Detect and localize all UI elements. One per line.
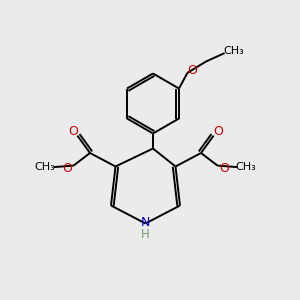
Text: O: O xyxy=(213,125,223,139)
Text: O: O xyxy=(219,161,229,175)
Text: H: H xyxy=(141,228,150,242)
Text: O: O xyxy=(62,161,72,175)
Text: O: O xyxy=(187,64,197,77)
Text: CH₃: CH₃ xyxy=(224,46,244,56)
Text: O: O xyxy=(68,125,78,139)
Text: N: N xyxy=(141,215,150,229)
Text: CH₃: CH₃ xyxy=(236,162,256,172)
Text: CH₃: CH₃ xyxy=(34,162,56,172)
